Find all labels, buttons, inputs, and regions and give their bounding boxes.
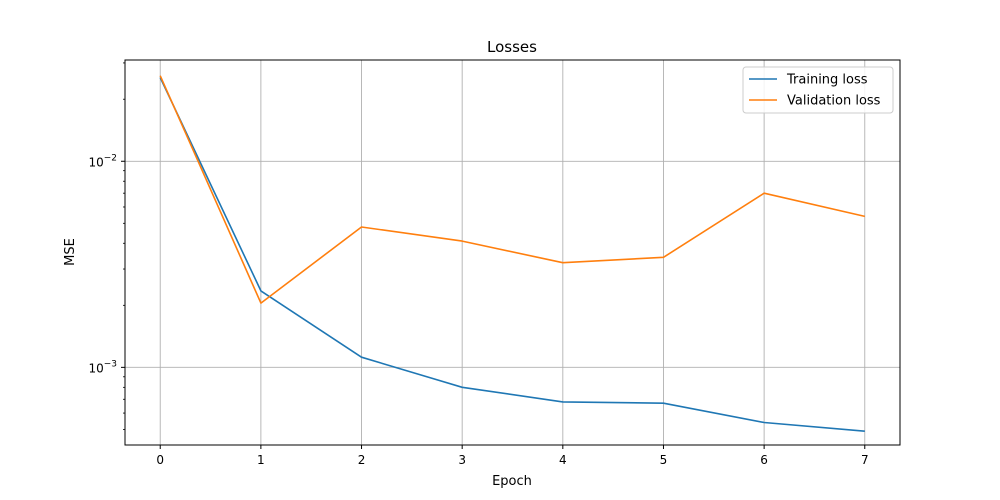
x-axis-ticks: 0 1 2 3 4 5 6 7 xyxy=(156,445,869,467)
training-loss-line xyxy=(159,77,865,432)
grid xyxy=(125,60,900,445)
x-tick-label: 6 xyxy=(760,453,768,467)
y-axis-label: MSE xyxy=(63,238,78,266)
y-tick-label: 10−2 xyxy=(88,153,117,169)
x-tick-label: 3 xyxy=(458,453,466,467)
x-axis-label: Epoch xyxy=(492,474,532,489)
chart-title: Losses xyxy=(487,38,537,56)
x-tick-label: 4 xyxy=(559,453,567,467)
x-tick-label: 0 xyxy=(156,453,164,467)
y-axis-ticks: 10−2 10−3 xyxy=(88,62,125,430)
legend-label: Validation loss xyxy=(787,94,881,109)
x-tick-label: 7 xyxy=(861,453,869,467)
legend: Training loss Validation loss xyxy=(742,66,894,114)
x-tick-label: 1 xyxy=(257,453,265,467)
validation-loss-line xyxy=(159,75,865,304)
x-tick-label: 2 xyxy=(358,453,366,467)
legend-box xyxy=(742,66,894,114)
y-tick-label: 10−3 xyxy=(88,359,117,375)
series-lines xyxy=(159,75,865,432)
legend-label: Training loss xyxy=(786,73,868,88)
x-tick-label: 5 xyxy=(660,453,668,467)
plot-frame xyxy=(124,59,901,446)
